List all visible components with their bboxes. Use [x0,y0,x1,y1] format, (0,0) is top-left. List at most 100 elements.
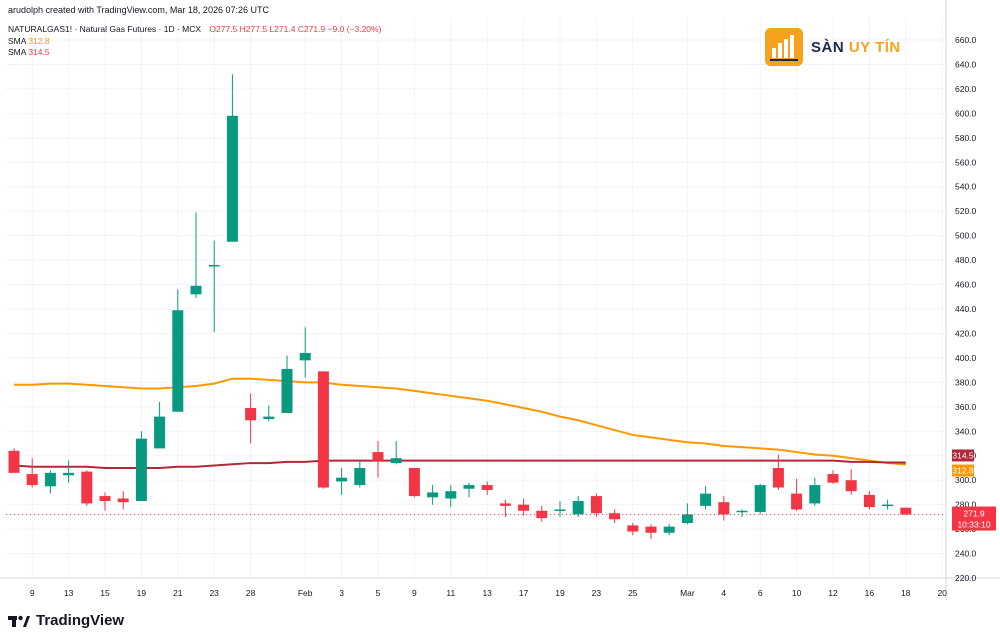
candle [481,481,493,495]
y-tick-label: 400.0 [955,353,977,363]
candle [336,467,348,495]
x-tick-label: 19 [555,588,565,598]
candle [226,74,238,242]
x-tick-label: 4 [721,588,726,598]
legend-sma-fast-row[interactable]: SMA 312.8 [8,36,381,48]
candle [8,448,20,473]
candle-body [117,498,129,503]
x-tick-label: Mar [680,588,695,598]
candle-body [590,496,602,514]
watermark-logo: SÀN UY TÍN [765,28,901,66]
candle-body [390,458,402,464]
candle [645,524,657,539]
sma-slow-line [13,459,906,469]
legend-sma-slow-row[interactable]: SMA 314.5 [8,47,381,59]
candle [499,499,511,517]
candle-body [172,310,184,412]
y-tick-label: 340.0 [955,426,977,436]
candle [44,470,56,494]
x-tick-label: 13 [482,588,492,598]
ohlc-values: O277.5 H277.5 L271.4 C271.9 −9.0 (−3.20%… [209,24,382,34]
y-tick-label: 600.0 [955,108,977,118]
candle-body [554,509,566,512]
candle [791,478,803,511]
x-tick-label: 15 [100,588,110,598]
candle-body [281,368,293,413]
x-tick-label: 9 [30,588,35,598]
candle [536,505,548,522]
candle-body [354,467,366,486]
x-tick-label: 25 [628,588,638,598]
candle [190,212,202,298]
candle [827,470,839,484]
bar-chart-logo-icon [765,28,803,66]
x-tick-label: Feb [298,588,313,598]
candle [445,485,457,508]
candle [754,483,766,515]
sma-fast-line [14,377,906,466]
symbol-line: NATURALGAS1! · Natural Gas Futures · 1D … [8,24,202,34]
candle-body [572,500,584,515]
candle-body [99,496,111,501]
candle [590,493,602,517]
y-tick-label: 560.0 [955,157,977,167]
candle-body [827,474,839,483]
candles [8,74,912,539]
x-tick-label: 13 [64,588,74,598]
x-tick-label: 11 [446,588,455,598]
y-tick-label: 580.0 [955,133,977,143]
tradingview-logo-icon [8,614,30,628]
candle-body [63,472,75,476]
sma-fast-axis-label-bg [952,464,974,477]
candle [408,467,420,498]
y-tick-label: 480.0 [955,255,977,265]
tradingview-wordmark: TradingView [36,612,125,629]
candle [154,401,166,449]
candle [427,485,439,505]
candle [135,431,147,501]
candle-body [263,416,275,420]
candle [26,458,38,488]
candle-body [627,525,639,532]
candle-body [718,502,730,515]
candle-body [226,115,238,242]
x-tick-label: 6 [758,588,763,598]
candle [900,507,912,516]
watermark-name-part2: UY TÍN [848,38,901,56]
sma-fast-label: SMA [8,35,26,46]
candle-body [882,504,894,507]
candle [518,498,530,516]
candle [681,503,693,525]
candle-body [154,416,166,449]
y-tick-label: 360.0 [955,402,977,412]
candle [63,460,75,483]
candle [354,460,366,488]
y-tick-label: 280.0 [955,500,977,510]
candle-body [81,471,93,504]
candle [554,500,566,517]
y-tick-label: 500.0 [955,231,977,241]
legend: NATURALGAS1! · Natural Gas Futures · 1D … [8,24,381,59]
candle-body [445,491,457,499]
y-tick-label: 640.0 [955,59,977,69]
candle-body [499,503,511,506]
candle-body [700,493,712,506]
candle-body [8,450,20,473]
candle [463,482,475,498]
last-price-badge-bg [952,506,996,531]
tradingview-brand[interactable]: TradingView [8,612,124,629]
candle-body [609,513,621,520]
candle-body [809,485,821,504]
candle-body [518,504,530,511]
candle [772,454,784,490]
y-tick-label: 300.0 [955,475,977,485]
candle-body [663,526,675,533]
watermark-name: SÀN UY TÍN [811,39,901,56]
x-tick-label: 16 [865,588,875,598]
candle-body [135,438,147,501]
candle [863,491,875,510]
candle-body [791,493,803,510]
sma-slow-value: 314.5 [28,47,50,57]
legend-symbol-row[interactable]: NATURALGAS1! · Natural Gas Futures · 1D … [8,24,381,36]
